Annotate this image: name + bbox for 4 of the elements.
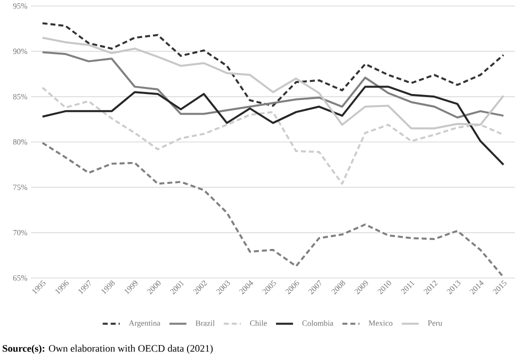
line-series	[42, 142, 504, 278]
line-series	[42, 51, 504, 119]
text: Source(s): Own elaboration with OECD data (2021)	[2, 344, 213, 354]
line-series	[42, 22, 504, 107]
